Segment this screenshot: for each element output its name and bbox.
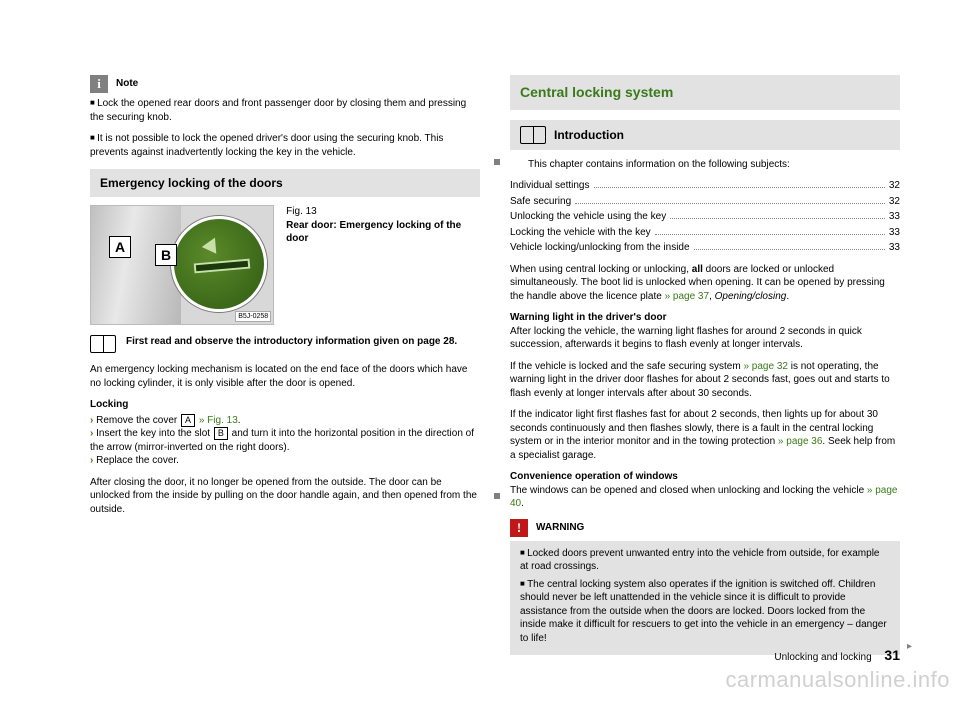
warning-icon: ! (510, 519, 528, 537)
warning-label: WARNING (536, 521, 584, 535)
note-header: i Note (90, 75, 480, 93)
footer-section: Unlocking and locking (774, 652, 871, 663)
step-2: Insert the key into the slot B and turn … (90, 427, 480, 454)
note-bullet-2: It is not possible to lock the opened dr… (90, 132, 480, 159)
figure-label-a: A (109, 236, 131, 258)
step-3: Replace the cover. (90, 454, 480, 468)
watermark: carmanualsonline.info (725, 665, 950, 695)
paragraph-warning-light: After locking the vehicle, the warning l… (510, 325, 900, 352)
side-marker-top (494, 159, 500, 165)
warning-body: Locked doors prevent unwanted entry into… (510, 541, 900, 656)
left-column: i Note Lock the opened rear doors and fr… (90, 75, 480, 655)
paragraph-emergency-mechanism: An emergency locking mechanism is locate… (90, 363, 480, 390)
toc-row: Individual settings32 (510, 179, 900, 193)
side-marker-bottom (494, 493, 500, 499)
continuation-marker: ▸ (907, 640, 912, 654)
figure-code: B5J-0258 (235, 311, 271, 322)
intro-reference-text: First read and observe the introductory … (126, 335, 457, 349)
heading-warning-light: Warning light in the driver's door (510, 311, 900, 325)
key-b: B (214, 427, 228, 440)
page-footer: Unlocking and locking 31 (774, 646, 900, 665)
note-bullet-1: Lock the opened rear doors and front pas… (90, 97, 480, 124)
toc-row: Vehicle locking/unlocking from the insid… (510, 241, 900, 255)
paragraph-fault: If the indicator light first flashes fas… (510, 408, 900, 462)
book-icon (520, 126, 546, 144)
section-emergency-locking: Emergency locking of the doors (90, 169, 480, 197)
section-introduction: Introduction (510, 120, 900, 150)
paragraph-convenience: The windows can be opened and closed whe… (510, 484, 900, 511)
figure-row: A B B5J-0258 Fig. 13 Rear door: Emergenc… (90, 205, 480, 325)
book-icon (90, 335, 116, 353)
key-a: A (181, 414, 195, 427)
figure-image: A B B5J-0258 (90, 205, 274, 325)
locking-heading: Locking (90, 398, 480, 412)
figure-caption: Fig. 13 Rear door: Emergency locking of … (286, 205, 480, 325)
intro-reference: First read and observe the introductory … (90, 335, 480, 353)
step-1: Remove the cover A » Fig. 13. (90, 414, 480, 428)
toc-row: Locking the vehicle with the key33 (510, 226, 900, 240)
warning-header: ! WARNING (510, 519, 900, 537)
footer-page-number: 31 (884, 647, 900, 663)
section-central-locking: Central locking system (510, 75, 900, 110)
heading-convenience: Convenience operation of windows (510, 470, 900, 484)
toc-lead: This chapter contains information on the… (528, 158, 900, 172)
paragraph-central-locking: When using central locking or unlocking,… (510, 263, 900, 304)
figure-label-b: B (155, 244, 177, 266)
toc-row: Unlocking the vehicle using the key33 (510, 210, 900, 224)
toc: Individual settings32 Safe securing32 Un… (510, 179, 900, 255)
toc-row: Safe securing32 (510, 195, 900, 209)
paragraph-after-closing: After closing the door, it no longer be … (90, 476, 480, 517)
right-column: Central locking system Introduction This… (510, 75, 900, 655)
note-label: Note (116, 77, 138, 91)
paragraph-safe-securing: If the vehicle is locked and the safe se… (510, 360, 900, 401)
info-icon: i (90, 75, 108, 93)
